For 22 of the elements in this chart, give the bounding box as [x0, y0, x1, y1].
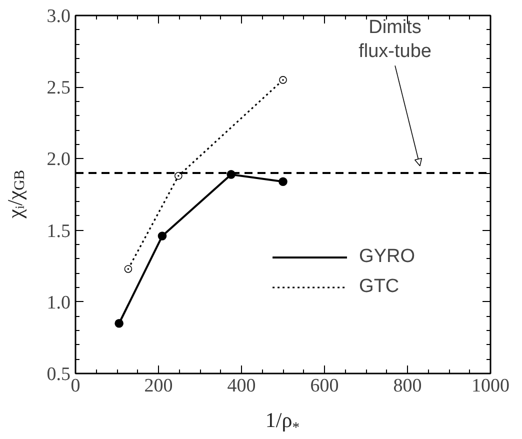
point: [114, 318, 124, 328]
y-tick-label: 1.5: [46, 220, 70, 242]
x-tick-label: 0: [70, 376, 80, 396]
legend-label: GTC: [359, 276, 400, 298]
y-tick-label: 3.0: [46, 6, 70, 27]
y-tick-label: 2.0: [46, 149, 70, 170]
point: [279, 76, 287, 84]
annotation: Dimits flux-tube: [358, 16, 432, 62]
y-tick-label: 1.0: [46, 292, 70, 314]
x-tick-label: 800: [393, 376, 422, 396]
point: [174, 172, 182, 180]
point: [158, 232, 167, 240]
x-tick-label: 600: [310, 376, 339, 396]
legend-label: GYRO: [359, 246, 415, 268]
x-tick-label: 400: [227, 376, 256, 396]
point: [124, 265, 132, 273]
y-tick-label: 2.5: [46, 78, 70, 99]
point: [278, 177, 288, 186]
y-tick-label: 0.5: [46, 364, 70, 385]
x-axis-title: 1/ρ$_{*}$: [264, 407, 301, 438]
x-tick-label: 200: [144, 376, 173, 396]
x-tick-label: 1000: [472, 376, 510, 396]
